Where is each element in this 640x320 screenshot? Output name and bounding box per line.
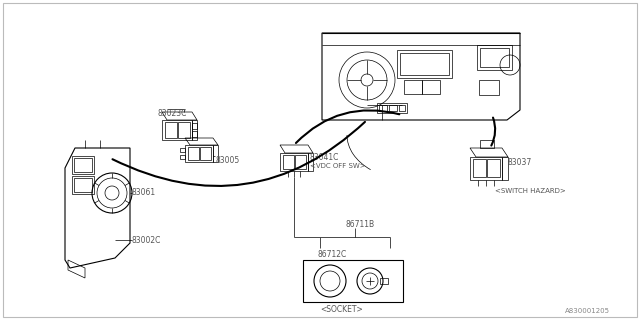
Bar bbox=[480, 48, 509, 67]
Bar bbox=[479, 80, 499, 95]
Text: <SOCKET>: <SOCKET> bbox=[320, 305, 363, 314]
Bar bbox=[72, 156, 94, 174]
Bar bbox=[422, 80, 440, 94]
Bar bbox=[399, 105, 405, 111]
Text: 83061: 83061 bbox=[132, 188, 156, 197]
Text: 83002C: 83002C bbox=[132, 236, 161, 245]
Text: 83005: 83005 bbox=[215, 156, 239, 165]
Text: <VDC OFF SW>: <VDC OFF SW> bbox=[310, 163, 365, 169]
Bar bbox=[295, 155, 306, 169]
Bar bbox=[72, 176, 94, 194]
Bar bbox=[473, 159, 486, 177]
Bar bbox=[380, 278, 388, 284]
Bar bbox=[180, 148, 185, 152]
Bar bbox=[379, 105, 387, 111]
Bar bbox=[303, 260, 403, 302]
Bar bbox=[178, 122, 190, 138]
Bar bbox=[74, 158, 92, 172]
Bar bbox=[389, 105, 397, 111]
Bar bbox=[480, 140, 494, 148]
Bar bbox=[200, 147, 211, 160]
Bar bbox=[377, 103, 407, 113]
Bar bbox=[192, 123, 197, 129]
Bar bbox=[180, 155, 185, 159]
Text: 83023C: 83023C bbox=[157, 109, 186, 118]
Text: 83041C: 83041C bbox=[310, 153, 339, 162]
Bar bbox=[477, 45, 512, 70]
Bar bbox=[165, 122, 177, 138]
Text: 83037: 83037 bbox=[508, 158, 532, 167]
Text: 86712C: 86712C bbox=[318, 250, 348, 259]
Bar bbox=[283, 155, 294, 169]
Bar bbox=[487, 159, 500, 177]
Bar bbox=[404, 80, 422, 94]
Text: A830001205: A830001205 bbox=[565, 308, 610, 314]
Bar bbox=[400, 53, 449, 75]
Bar bbox=[188, 147, 199, 160]
Text: <SWITCH HAZARD>: <SWITCH HAZARD> bbox=[495, 188, 566, 194]
Bar bbox=[74, 178, 92, 192]
Bar bbox=[397, 50, 452, 78]
Bar bbox=[192, 131, 197, 137]
Text: 86711B: 86711B bbox=[345, 220, 374, 229]
